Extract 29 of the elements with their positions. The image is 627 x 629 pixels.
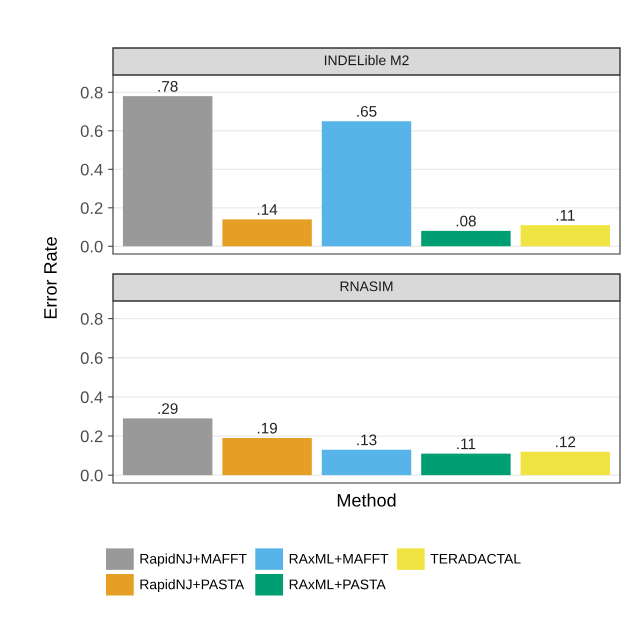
y-tick-label: 0.0 bbox=[80, 470, 103, 482]
legend-label: RapidNJ+MAFFT bbox=[140, 553, 247, 566]
chart-title: INDELible M2 bbox=[324, 55, 409, 66]
data-label: .14 bbox=[258, 204, 278, 215]
y-axis-title: Error Rate bbox=[44, 237, 57, 318]
data-label: .19 bbox=[258, 422, 277, 434]
legend-label: RAxML+PASTA bbox=[290, 579, 386, 590]
legend-label: TERADACTAL bbox=[430, 554, 521, 564]
y-tick-label: 0.6 bbox=[80, 125, 103, 138]
data-label: .78 bbox=[158, 80, 178, 92]
data-label: .29 bbox=[158, 403, 178, 414]
data-label: .12 bbox=[556, 436, 576, 448]
data-label: .13 bbox=[357, 434, 376, 446]
y-tick-label: 0.2 bbox=[80, 430, 102, 442]
y-tick-label: 0.0 bbox=[80, 240, 103, 253]
y-tick-label: 0.8 bbox=[80, 86, 103, 99]
data-label: .11 bbox=[556, 210, 575, 221]
y-tick-label: 0.6 bbox=[80, 352, 103, 364]
legend-label: RAxML+MAFFT bbox=[290, 554, 388, 564]
x-axis-title: Method bbox=[338, 493, 396, 507]
legend-label: RapidNJ+PASTA bbox=[140, 579, 244, 592]
y-tick-label: 0.2 bbox=[80, 202, 102, 214]
y-tick-label: 0.8 bbox=[80, 313, 103, 325]
y-tick-label: 0.4 bbox=[80, 391, 103, 404]
data-label: .08 bbox=[456, 216, 476, 226]
chart-title: RNASIM bbox=[340, 281, 392, 292]
y-tick-label: 0.4 bbox=[80, 164, 103, 176]
data-label: .65 bbox=[357, 106, 376, 117]
data-label: .11 bbox=[457, 438, 476, 450]
